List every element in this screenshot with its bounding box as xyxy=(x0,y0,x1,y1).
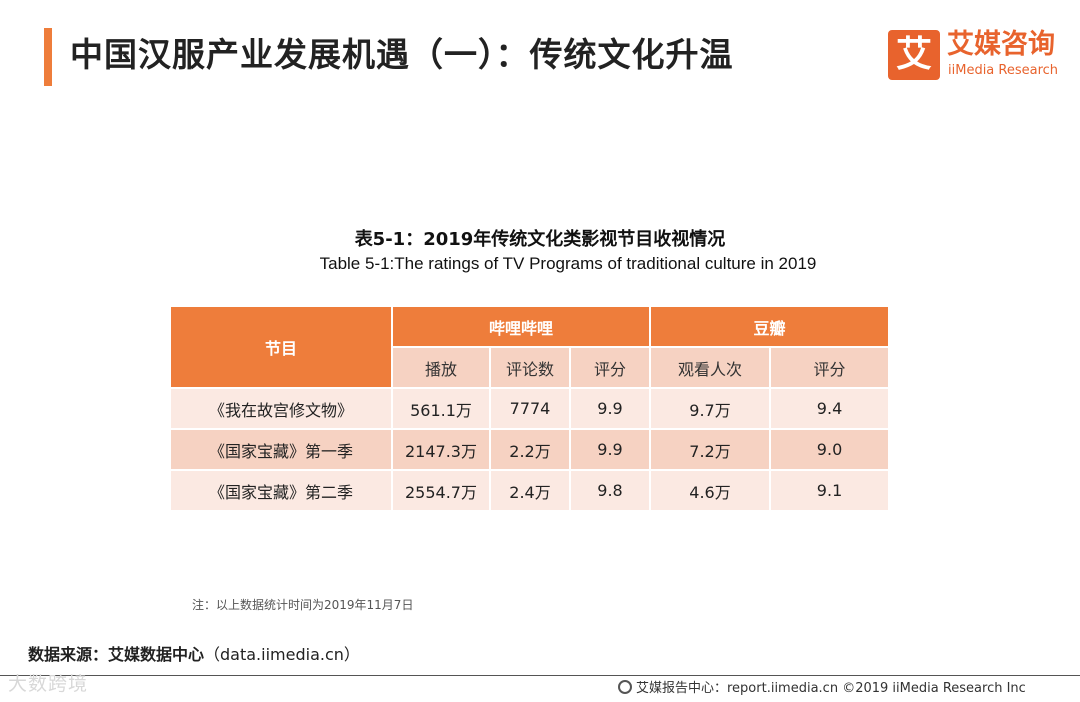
iimedia-logo: 艾 艾媒咨询 iiMedia Research xyxy=(888,29,1068,84)
cell-program: 《国家宝藏》第二季 xyxy=(169,469,393,512)
cell-bili-score: 9.8 xyxy=(568,469,652,512)
header-plays: 播放 xyxy=(391,346,491,389)
header-douban-score: 评分 xyxy=(769,346,891,389)
header-program: 节目 xyxy=(169,305,393,389)
header-bili-score: 评分 xyxy=(568,346,652,389)
cell-douban-score: 9.1 xyxy=(769,469,891,512)
table-row: 《国家宝藏》第一季 2147.3万 2.2万 9.9 7.2万 9.0 xyxy=(169,428,891,471)
table-title-cn: 表5-1：2019年传统文化类影视节目收视情况 xyxy=(354,229,726,250)
cell-bili-score: 9.9 xyxy=(568,428,652,471)
cell-bili-score: 9.9 xyxy=(568,387,652,430)
logo-mark: 艾 xyxy=(888,30,940,80)
table-title-en: Table 5-1:The ratings of TV Programs of … xyxy=(319,254,817,273)
data-source: 数据来源：艾媒数据中心（data.iimedia.cn） xyxy=(28,643,360,667)
table-note: 注：以上数据统计时间为2019年11月7日 xyxy=(192,598,414,612)
cell-comments: 2.2万 xyxy=(489,428,571,471)
table-subheader-row: 播放 评论数 评分 观看人次 评分 xyxy=(170,346,891,389)
title-accent-bar xyxy=(44,28,52,86)
table-header-row: 节目 哔哩哔哩 豆瓣 xyxy=(169,305,891,389)
cell-douban-score: 9.4 xyxy=(769,387,891,430)
header-views: 观看人次 xyxy=(649,346,772,389)
cell-program: 《国家宝藏》第一季 xyxy=(169,428,393,471)
cell-program: 《我在故宫修文物》 xyxy=(169,387,393,430)
watermark: 大数跨境 xyxy=(8,673,89,695)
table-row: 《国家宝藏》第二季 2554.7万 2.4万 9.8 4.6万 9.1 xyxy=(169,469,891,512)
cell-views: 9.7万 xyxy=(649,387,772,430)
source-label: 数据来源：艾媒数据中心 xyxy=(28,645,205,664)
header-group-douban: 豆瓣 xyxy=(649,305,891,348)
cell-douban-score: 9.0 xyxy=(769,428,891,471)
footer-credit-text: 艾媒报告中心：report.iimedia.cn ©2019 iiMedia R… xyxy=(636,681,1026,696)
cell-comments: 7774 xyxy=(489,387,571,430)
cell-plays: 561.1万 xyxy=(391,387,491,430)
footer-divider xyxy=(0,675,1080,676)
globe-icon xyxy=(618,680,632,694)
cell-plays: 2554.7万 xyxy=(391,469,491,512)
footer-credit: 艾媒报告中心：report.iimedia.cn ©2019 iiMedia R… xyxy=(618,679,1026,699)
source-url: （data.iimedia.cn） xyxy=(204,645,360,664)
logo-name-cn: 艾媒咨询 xyxy=(947,29,1055,60)
header-comments: 评论数 xyxy=(489,346,571,389)
cell-views: 7.2万 xyxy=(649,428,772,471)
table-row: 《我在故宫修文物》 561.1万 7774 9.9 9.7万 9.4 xyxy=(169,387,891,430)
logo-name-en: iiMedia Research xyxy=(948,63,1059,78)
page-title: 中国汉服产业发展机遇（一）：传统文化升温 xyxy=(70,35,734,74)
cell-plays: 2147.3万 xyxy=(391,428,491,471)
cell-views: 4.6万 xyxy=(649,469,772,512)
ratings-table: 节目 哔哩哔哩 豆瓣 播放 评论数 评分 观看人次 评分 《我在故宫修文物》 5… xyxy=(169,305,891,512)
header-group-bilibili: 哔哩哔哩 xyxy=(390,305,652,348)
cell-comments: 2.4万 xyxy=(489,469,571,512)
